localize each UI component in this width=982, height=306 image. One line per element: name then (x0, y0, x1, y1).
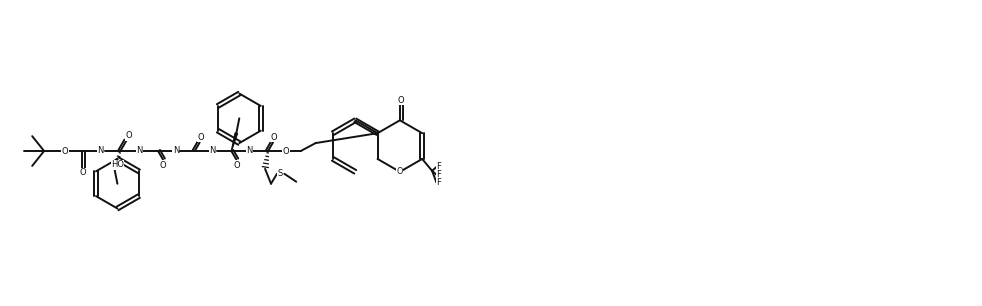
Text: HO: HO (111, 160, 124, 170)
Text: N: N (246, 146, 252, 155)
Text: O: O (271, 133, 277, 142)
Text: F: F (437, 162, 442, 171)
Text: O: O (233, 161, 240, 170)
Text: O: O (62, 147, 68, 155)
Text: O: O (283, 147, 289, 155)
Text: F: F (437, 178, 442, 187)
Text: O: O (125, 131, 132, 140)
Text: O: O (197, 133, 204, 142)
Polygon shape (232, 133, 238, 151)
Text: N: N (136, 146, 142, 155)
Text: N: N (173, 146, 179, 155)
Text: O: O (160, 161, 166, 170)
Text: O: O (80, 168, 86, 177)
Text: O: O (398, 96, 405, 105)
Text: F: F (437, 170, 442, 179)
Text: S: S (278, 169, 283, 178)
Text: N: N (97, 146, 104, 155)
Text: O: O (397, 167, 403, 176)
Text: N: N (209, 146, 216, 155)
